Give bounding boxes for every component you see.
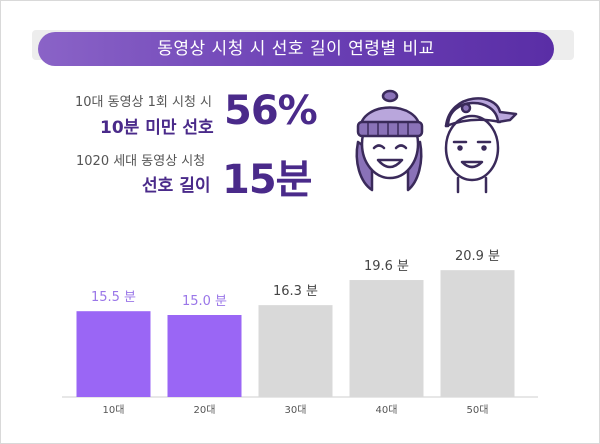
bar-40대: [349, 280, 424, 397]
age-bar-chart: 15.5 분 10대 15.0 분 20대 16.3 분 30대 19.6 분 40대 20.9…: [62, 249, 538, 416]
category-label-40대: 40대: [376, 404, 398, 416]
value-label-30대: 16.3 분: [273, 284, 318, 299]
category-label-10대: 10대: [103, 404, 125, 416]
boy-cap-icon: [444, 97, 518, 194]
category-label-20대: 20대: [194, 404, 216, 416]
bar-20대: [167, 315, 242, 397]
teen-faces-illustration: [355, 89, 518, 194]
page-title: 동영상 시청 시 선호 길이 연령별 비교: [157, 39, 435, 59]
stat2-caption: 1020 세대 동영상 시청: [76, 154, 206, 169]
category-label-50대: 50대: [467, 404, 489, 416]
category-label-30대: 30대: [285, 404, 307, 416]
value-label-20대: 15.0 분: [182, 294, 227, 309]
value-label-10대: 15.5 분: [91, 290, 136, 305]
stat2-label: 선호 길이: [142, 176, 211, 196]
stat1-caption: 10대 동영상 1회 시청 시: [75, 95, 213, 110]
bar-50대: [440, 270, 515, 397]
stat2-value: 15분: [222, 157, 312, 203]
stat1-label: 10분 미만 선호: [100, 118, 214, 138]
title-banner: [38, 32, 554, 66]
value-label-40대: 19.6 분: [364, 259, 409, 274]
girl-beanie-icon: [355, 89, 424, 192]
bar-10대: [76, 311, 151, 397]
value-label-50대: 20.9 분: [455, 249, 500, 264]
bar-30대: [258, 305, 333, 397]
stat1-value: 56%: [224, 88, 318, 134]
